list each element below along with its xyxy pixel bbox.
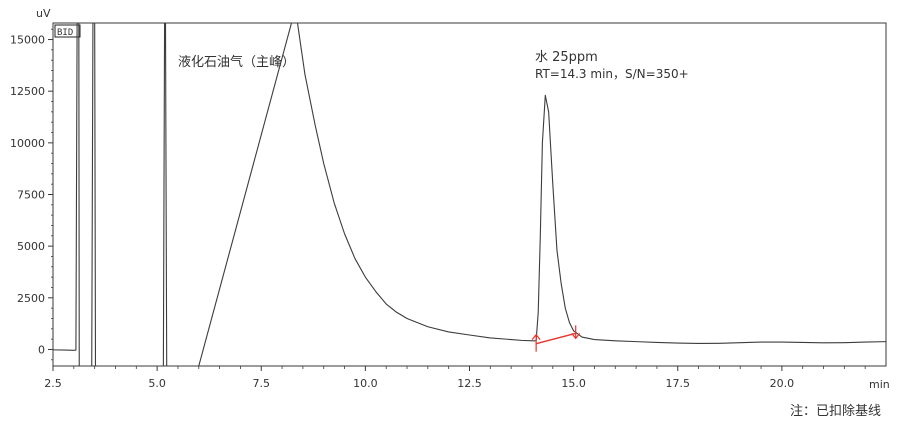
water-peak-annotation-line2: RT=14.3 min，S/N=350+ xyxy=(535,67,689,81)
x-axis: 2.5 5.0 7.5 10.0 12.5 15.0 17.5 20.0 xyxy=(44,366,866,390)
y-tick-label: 2500 xyxy=(17,292,45,305)
y-tick-label: 7500 xyxy=(17,189,45,202)
baseline-start-arrow xyxy=(531,333,541,341)
baseline-note: 注：已扣除基线 xyxy=(790,404,881,419)
water-peak-annotation-line1: 水 25ppm xyxy=(535,50,598,65)
y-tick-label: 15000 xyxy=(10,34,45,47)
y-unit-label: uV xyxy=(36,7,51,20)
baseline-end-arrow xyxy=(571,332,581,340)
plot-frame xyxy=(52,22,887,367)
detector-badge-box xyxy=(54,24,81,38)
main-peak-annotation: 液化石油气（主峰） xyxy=(178,54,295,70)
x-tick-label: 5.0 xyxy=(148,377,166,390)
y-tick-label: 5000 xyxy=(17,240,45,253)
x-tick-label: 7.5 xyxy=(253,377,271,390)
y-tick-label: 0 xyxy=(38,343,45,356)
y-axis: 0 2500 5000 7500 10000 12500 15000 xyxy=(10,28,53,361)
baseline-segment xyxy=(535,332,576,345)
y-tick-label: 10000 xyxy=(10,137,45,150)
x-unit-label: min xyxy=(869,378,890,391)
baseline-marker xyxy=(531,325,581,352)
y-tick-label: 12500 xyxy=(10,85,45,98)
x-tick-label: 15.0 xyxy=(561,377,586,390)
x-tick-label: 20.0 xyxy=(770,377,795,390)
chromatogram-trace xyxy=(53,23,886,366)
detector-badge: BID xyxy=(54,24,81,38)
trace-layer xyxy=(53,23,886,366)
x-tick-label: 17.5 xyxy=(666,377,691,390)
x-tick-label: 12.5 xyxy=(457,377,482,390)
detector-label: BID xyxy=(57,28,73,38)
x-tick-label: 2.5 xyxy=(44,377,62,390)
x-tick-label: 10.0 xyxy=(353,377,378,390)
